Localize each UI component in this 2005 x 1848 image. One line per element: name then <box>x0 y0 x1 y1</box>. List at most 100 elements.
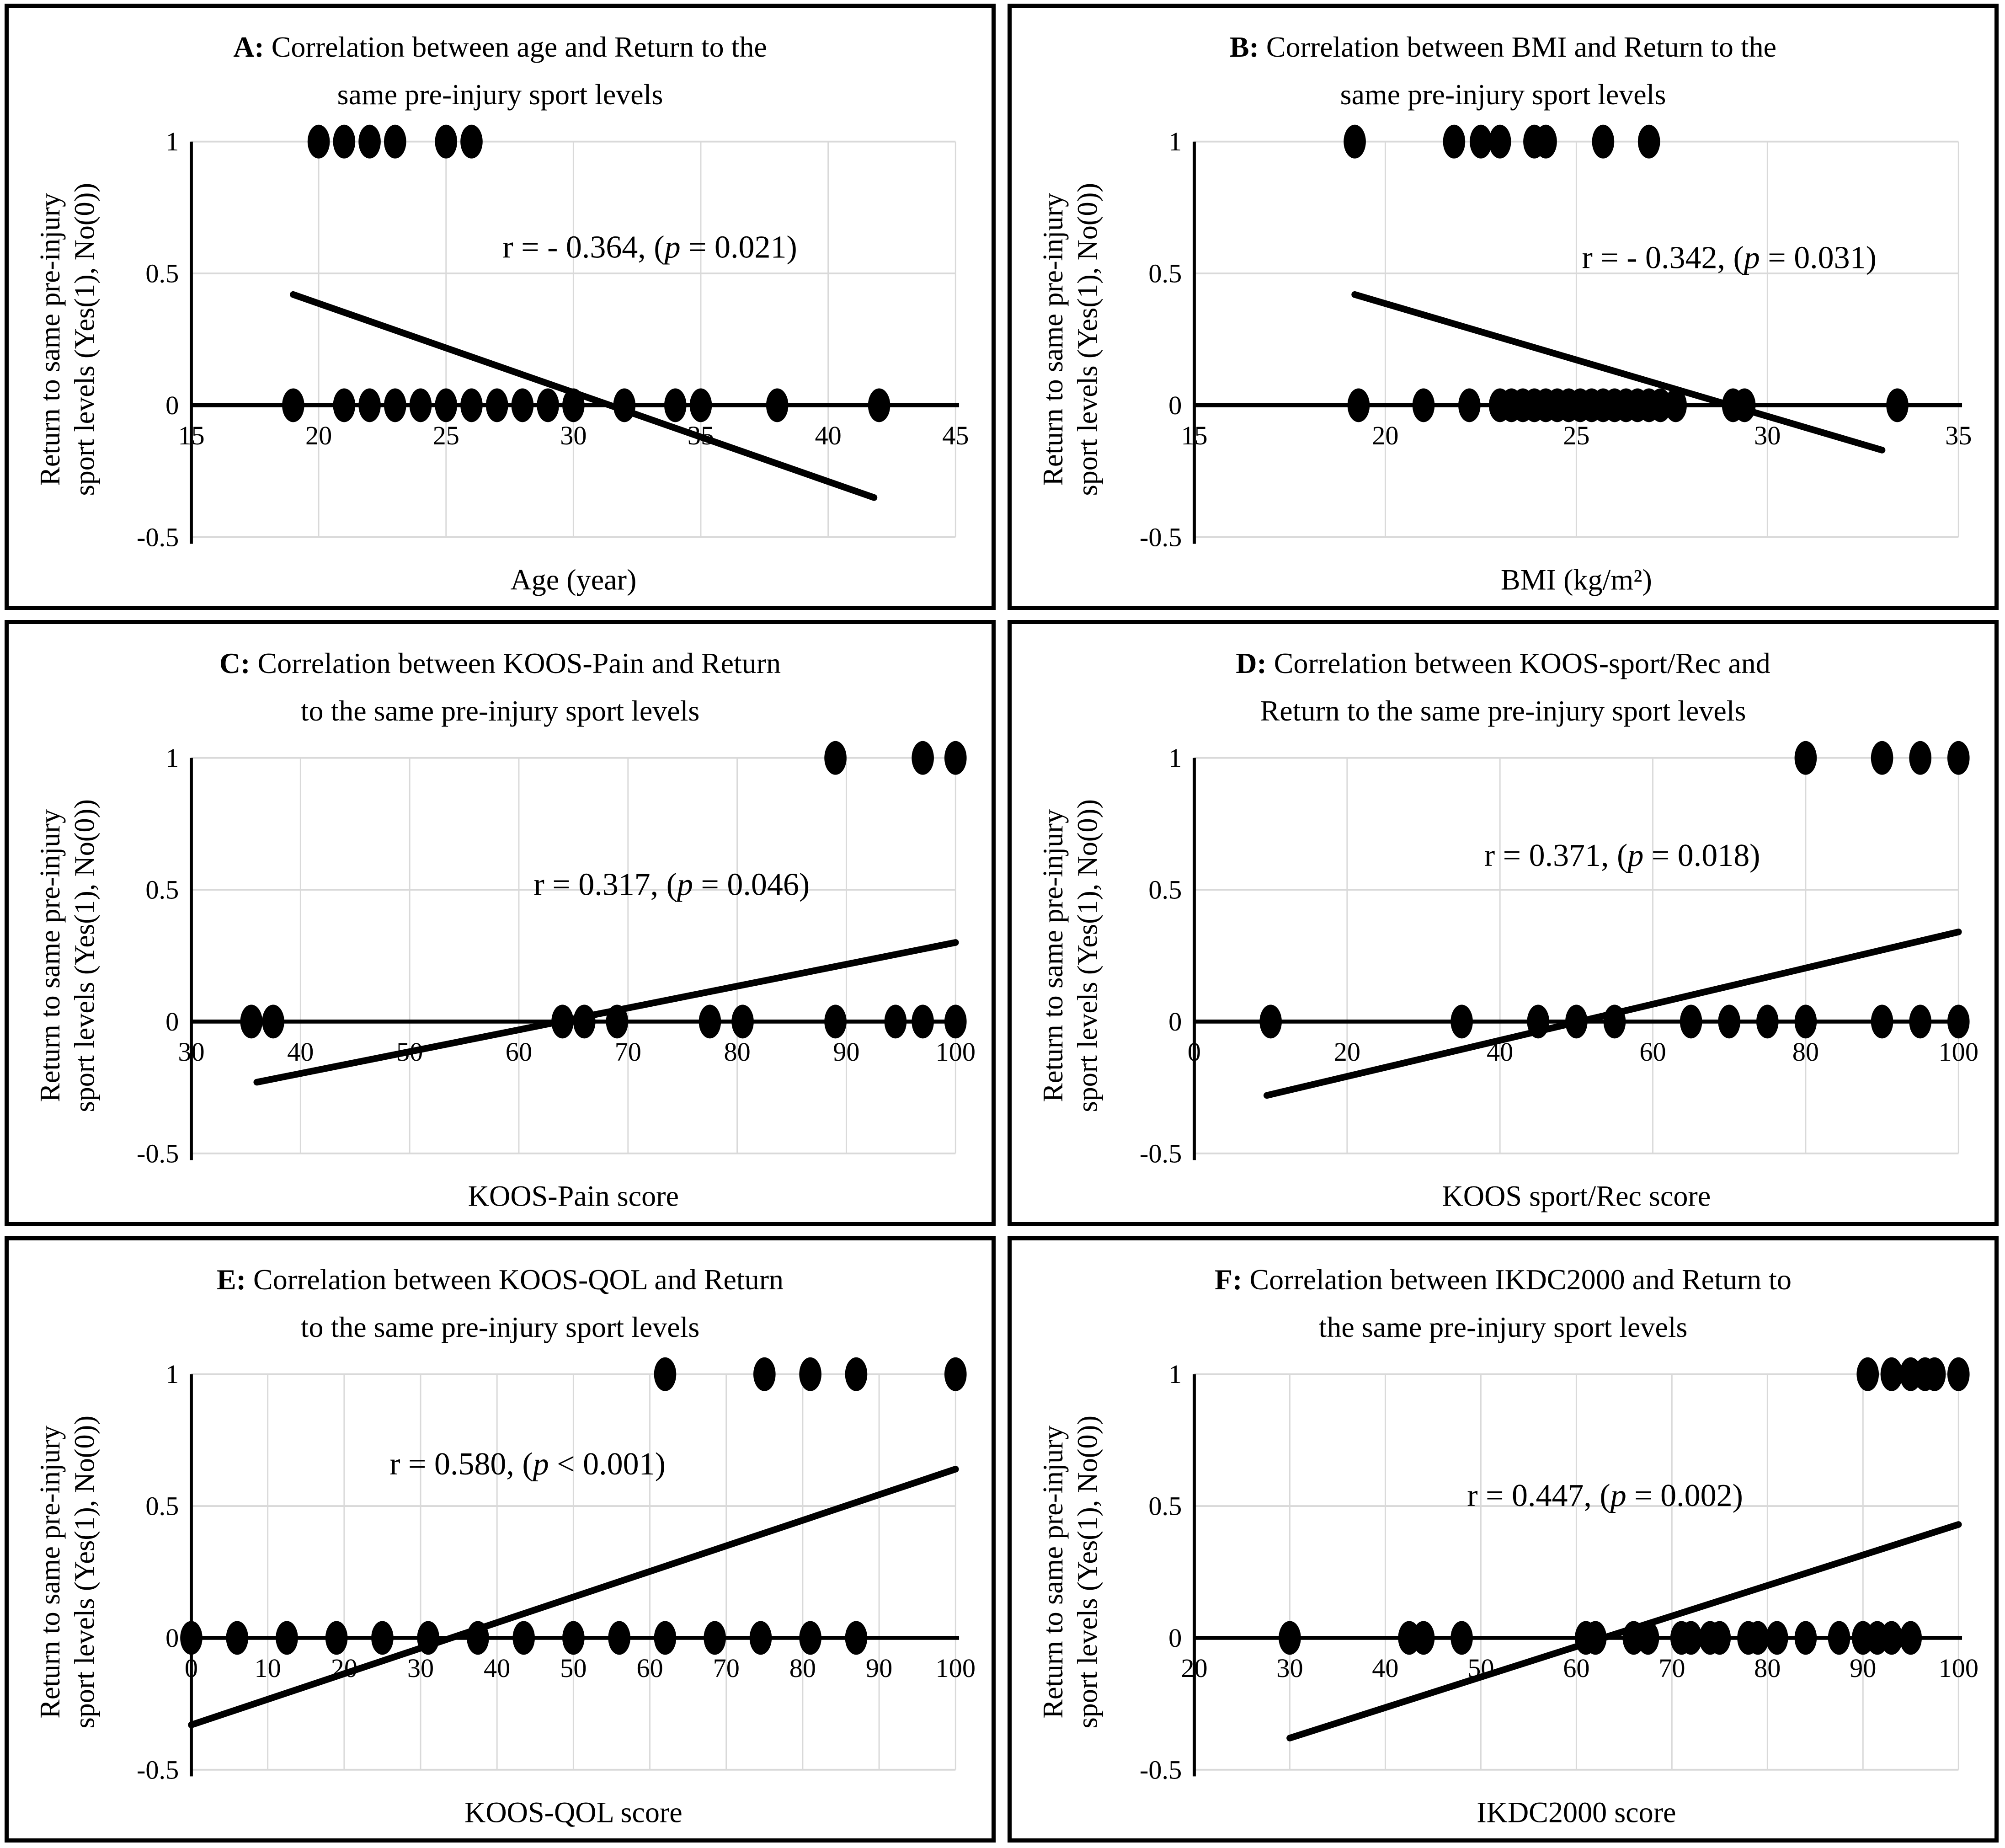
trend-line <box>253 939 959 1086</box>
data-point <box>912 1004 934 1039</box>
x-tick-label: 80 <box>1754 1653 1781 1683</box>
panel-d-letter: D: <box>1236 647 1267 679</box>
panel-e-title: E: Correlation between KOOS-QOL and Retu… <box>22 1256 978 1351</box>
data-point <box>1637 1621 1659 1655</box>
y-tick-label: 1 <box>1168 743 1182 773</box>
panel-e-title-line1: Correlation between KOOS-QOL and Return <box>246 1263 784 1296</box>
data-point <box>799 1621 821 1655</box>
data-point <box>1450 1621 1473 1655</box>
y-tick-label: 1 <box>1168 1360 1182 1389</box>
y-axis-title-line1: Return to same pre-injury <box>1038 193 1069 486</box>
data-point <box>1412 388 1435 422</box>
chart-f: 1 0.5 0 -0.5 20 30 40 50 60 70 80 90 100 r = 0.447, (… <box>1012 1354 1994 1838</box>
x-tick-labels: 0 20 40 60 80 100 <box>1188 1037 1978 1067</box>
panel-e-title-line2: to the same pre-injury sport levels <box>300 1310 700 1343</box>
x-tick-label: 10 <box>255 1653 281 1683</box>
x-tick-label: 30 <box>1276 1653 1303 1683</box>
data-point <box>307 125 330 159</box>
data-points-y0 <box>240 1004 967 1039</box>
data-point <box>573 1004 596 1039</box>
data-point <box>912 741 934 775</box>
y-axis-title-line1: Return to same pre-injury <box>35 1426 66 1719</box>
data-point <box>1458 388 1481 422</box>
y-tick-label: -0.5 <box>137 1755 179 1785</box>
data-point <box>460 388 483 422</box>
vertical-gridlines <box>191 1374 956 1770</box>
x-tick-labels: 15 20 25 30 35 <box>1181 421 1972 450</box>
data-point <box>1909 741 1931 775</box>
y-axis-title-line2: sport levels (Yes(1), No(0)) <box>69 183 101 496</box>
y-tick-label: -0.5 <box>1140 1139 1182 1169</box>
data-point <box>384 125 406 159</box>
vertical-gridlines <box>1194 758 1959 1154</box>
x-tick-label: 60 <box>1563 1653 1589 1683</box>
correlation-annotation: r = 0.447, (p = 0.002) <box>1467 1478 1743 1513</box>
y-axis-title-line2: sport levels (Yes(1), No(0)) <box>1072 183 1104 496</box>
data-point <box>1899 1621 1922 1655</box>
x-tick-label: 80 <box>789 1653 816 1683</box>
data-points-y0 <box>180 1621 868 1655</box>
x-tick-labels: 0 10 20 30 40 50 60 70 80 90 100 <box>185 1653 976 1683</box>
data-point <box>1909 1004 1931 1039</box>
data-point <box>766 388 789 422</box>
correlation-annotation: r = - 0.342, (p = 0.031) <box>1582 240 1877 275</box>
horizontal-gridlines <box>1194 1373 1959 1771</box>
data-point <box>282 388 304 422</box>
panel-b-title-line2: same pre-injury sport levels <box>1340 78 1666 111</box>
x-axis-title: KOOS-QOL score <box>464 1796 683 1829</box>
x-tick-label: 90 <box>866 1653 892 1683</box>
y-tick-labels: 1 0.5 0 -0.5 <box>137 1360 179 1785</box>
data-point <box>325 1621 348 1655</box>
data-point <box>371 1621 394 1655</box>
data-point <box>1794 1621 1817 1655</box>
data-point <box>262 1004 284 1039</box>
panel-c-letter: C: <box>219 647 251 679</box>
x-tick-label: 20 <box>331 1653 357 1683</box>
horizontal-gridlines <box>1194 757 1959 1155</box>
panel-e: E: Correlation between KOOS-QOL and Retu… <box>5 1236 996 1843</box>
data-point <box>460 125 483 159</box>
panel-e-letter: E: <box>217 1263 246 1296</box>
x-tick-label: 30 <box>1754 421 1781 450</box>
data-point <box>358 125 381 159</box>
y-tick-label: 1 <box>165 1360 179 1389</box>
data-points-y1 <box>1794 741 1970 775</box>
data-point <box>608 1621 630 1655</box>
vertical-gridlines <box>191 142 956 538</box>
data-point <box>467 1621 489 1655</box>
vertical-gridlines <box>191 758 956 1154</box>
data-point <box>1828 1621 1850 1655</box>
x-tick-label: 100 <box>936 1653 976 1683</box>
x-tick-label: 60 <box>1639 1037 1666 1067</box>
data-point <box>1527 1004 1550 1039</box>
data-points-y0 <box>1259 1004 1970 1039</box>
trend-line <box>1351 291 1886 454</box>
data-point <box>562 1621 585 1655</box>
data-point <box>1649 388 1672 422</box>
scatter-chart-b: 1 0.5 0 -0.5 15 20 25 30 35 r = - 0.342, (p = 0.0… <box>1038 125 1972 596</box>
x-tick-label: 100 <box>936 1037 976 1067</box>
x-tick-label: 30 <box>407 1653 434 1683</box>
x-tick-label: 20 <box>305 421 332 450</box>
x-tick-label: 100 <box>1939 1037 1978 1067</box>
data-point <box>1565 1004 1588 1039</box>
x-tick-label: 25 <box>433 421 459 450</box>
y-tick-label: 1 <box>1168 127 1182 157</box>
data-point <box>1344 125 1366 159</box>
x-tick-labels: 15 20 25 30 35 40 45 <box>178 421 969 450</box>
panel-c-title-line1: Correlation between KOOS-Pain and Return <box>250 647 781 679</box>
correlation-annotation: r = 0.580, (p < 0.001) <box>389 1447 666 1482</box>
panel-f: F: Correlation between IKDC2000 and Retu… <box>1008 1236 1999 1843</box>
scatter-chart-d: 1 0.5 0 -0.5 0 20 40 60 80 100 r = 0.371, (p = 0.0… <box>1038 741 1978 1212</box>
y-tick-label: -0.5 <box>1140 1755 1182 1785</box>
data-point <box>1856 1357 1879 1392</box>
x-tick-label: 35 <box>1945 421 1972 450</box>
x-tick-label: 25 <box>1563 421 1589 450</box>
panel-d-title-line1: Correlation between KOOS-sport/Rec and <box>1266 647 1770 679</box>
data-point <box>1680 1621 1702 1655</box>
data-point <box>1412 1621 1435 1655</box>
y-tick-labels: 1 0.5 0 -0.5 <box>137 127 179 552</box>
data-point <box>884 1004 907 1039</box>
data-point <box>1923 1357 1946 1392</box>
